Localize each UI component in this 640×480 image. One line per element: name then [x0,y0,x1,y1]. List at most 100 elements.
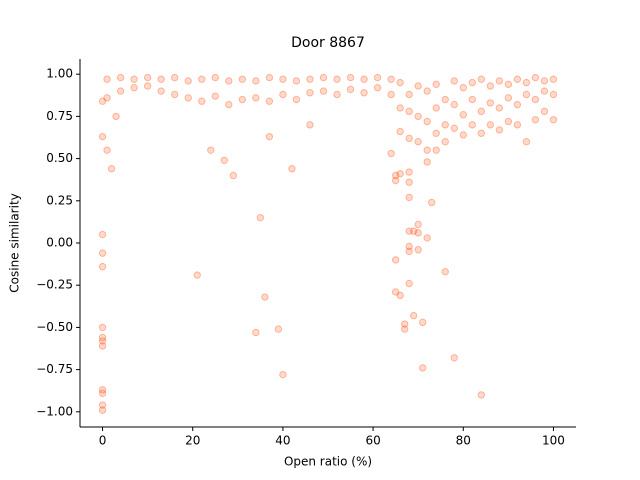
point [423,234,431,242]
point [387,149,395,158]
point [116,87,125,95]
point [98,249,107,257]
point [292,95,301,104]
point [184,77,192,85]
point [333,90,341,99]
point [423,117,431,126]
point [103,75,111,83]
point [279,370,287,379]
point [409,311,418,320]
point [522,138,531,146]
point [346,73,355,82]
point [98,342,107,350]
point [98,406,107,414]
point [414,229,422,237]
point [495,104,504,112]
point [549,75,558,83]
point [252,77,260,85]
point [211,92,219,100]
point [98,337,107,345]
point [360,89,368,97]
y-tick-label: 0.00 [46,236,73,250]
point [441,267,449,276]
point [486,82,495,90]
point [396,78,404,87]
point [391,288,400,296]
point [373,83,382,92]
point [346,85,355,94]
point [170,90,179,99]
point [504,80,513,89]
point [409,227,418,235]
x-tick-label: 80 [456,434,471,448]
point [396,291,404,300]
point [450,354,458,362]
point [513,121,522,129]
point [405,178,413,186]
point [441,121,449,129]
point [103,94,111,102]
point [333,75,341,83]
point [98,389,107,397]
x-tick-label: 100 [542,434,565,448]
point [504,117,513,126]
y-tick-label: −0.50 [36,320,73,334]
point [103,146,111,154]
point [423,158,431,166]
point [396,127,404,136]
x-axis-label: Open ratio (%) [284,455,372,469]
point [405,168,413,176]
point [98,132,107,141]
point [441,95,449,104]
point [414,138,422,146]
point [279,75,287,83]
point [405,90,413,99]
point [405,193,413,202]
point [193,271,201,279]
point [98,262,107,271]
point [522,90,531,99]
point [432,146,440,154]
point [98,386,107,394]
point [261,293,269,301]
point [468,95,476,104]
point [198,75,206,83]
point [229,171,238,180]
point [405,247,413,256]
point [418,318,427,327]
point [414,112,422,121]
point [98,333,107,342]
y-tick-label: 1.00 [46,67,73,81]
point [513,100,522,109]
point [486,121,495,129]
point [549,116,558,124]
y-axis-label: Cosine similarity [8,193,22,292]
point [112,112,120,121]
point [157,75,165,83]
point [540,77,549,85]
point [468,121,476,129]
point [360,75,368,83]
x-tick-label: 0 [99,434,107,448]
point [428,198,436,207]
y-tick-label: 0.50 [46,151,73,165]
point [531,116,540,124]
point [468,78,476,87]
point [405,107,413,116]
point [391,256,400,264]
point [396,104,404,112]
point [414,246,422,254]
y-tick-label: −1.00 [36,404,73,418]
point [225,77,233,85]
point [306,121,314,129]
point [450,77,458,85]
y-tick-label: −0.25 [36,278,73,292]
point [225,100,233,109]
point [288,165,296,173]
y-tick-label: 0.75 [46,109,73,123]
point [477,75,486,83]
point [405,134,413,143]
point [220,156,228,164]
point [477,391,486,399]
